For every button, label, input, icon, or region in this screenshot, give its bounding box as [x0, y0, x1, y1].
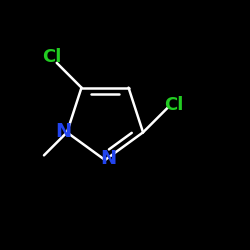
Text: Cl: Cl	[42, 48, 62, 66]
Text: N: N	[100, 149, 117, 168]
Text: Cl: Cl	[164, 96, 184, 114]
Text: N: N	[55, 122, 71, 141]
